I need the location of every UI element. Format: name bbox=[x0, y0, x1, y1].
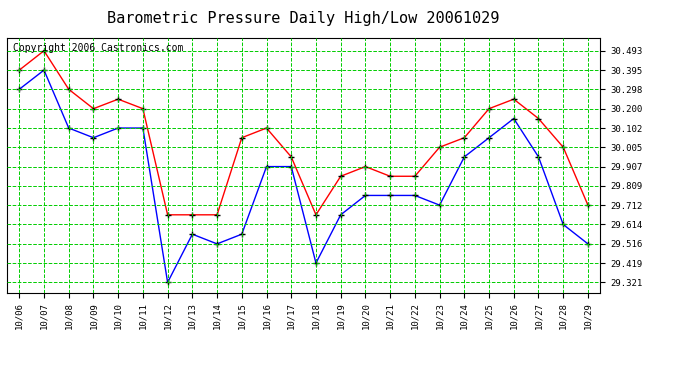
Text: Barometric Pressure Daily High/Low 20061029: Barometric Pressure Daily High/Low 20061… bbox=[108, 11, 500, 26]
Text: Copyright 2006 Castronics.com: Copyright 2006 Castronics.com bbox=[13, 43, 184, 52]
